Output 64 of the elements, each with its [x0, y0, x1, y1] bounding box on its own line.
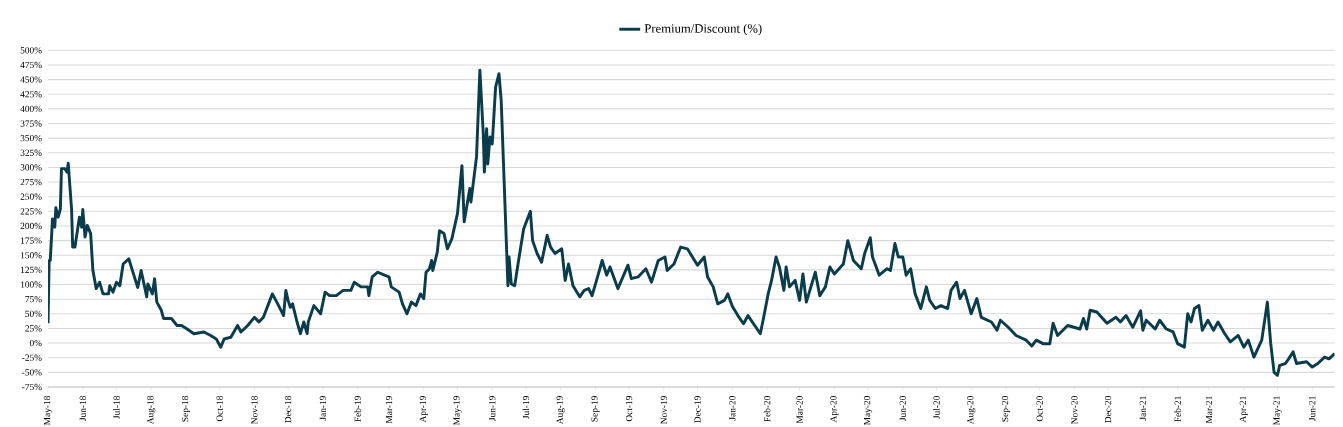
- x-tick-label: Dec-19: [694, 396, 701, 423]
- x-tick-label: Jun-20: [899, 396, 906, 421]
- x-tick-label: May-21: [1273, 396, 1282, 425]
- y-tick-label: 175%: [21, 237, 42, 244]
- x-tick-label: Jan-20: [729, 396, 736, 421]
- x-tick-label: Oct-20: [1036, 396, 1043, 422]
- y-tick-label: 450%: [20, 76, 42, 83]
- x-tick-label: Dec-18: [284, 396, 292, 423]
- x-tick-label: Aug-19: [556, 396, 565, 425]
- y-tick-label: 0%: [29, 339, 42, 347]
- x-tick-label: Oct-19: [625, 396, 633, 422]
- y-tick-label: 225%: [20, 208, 42, 215]
- x-tick-label: Oct-18: [216, 396, 223, 422]
- legend-label: Premium/Discount (%): [644, 23, 762, 36]
- y-tick-label: 200%: [20, 222, 42, 230]
- x-tick-label: Apr-19: [419, 396, 428, 423]
- y-tick-label: 100%: [21, 281, 42, 288]
- y-tick-label: 325%: [20, 149, 42, 156]
- x-tick-label: Mar-20: [796, 396, 803, 424]
- line-series: [48, 68, 1335, 377]
- x-tick-label: Feb-21: [1174, 396, 1181, 422]
- x-tick-label: Jan-19: [319, 396, 326, 421]
- y-tick-label: 375%: [20, 120, 42, 127]
- y-tick-label: 500%: [20, 47, 42, 54]
- x-tick-label: Apr-21: [1239, 396, 1248, 423]
- y-tick-label: 350%: [20, 134, 42, 142]
- x-tick-label: Jun-19: [489, 396, 496, 421]
- y-tick-label: 425%: [20, 91, 42, 98]
- y-tick-label: -25%: [22, 354, 42, 361]
- x-tick-label: Mar-19: [385, 396, 393, 424]
- x-tick-label: Feb-19: [354, 396, 361, 422]
- x-tick-label: Sep-19: [591, 396, 600, 422]
- y-tick-label: 250%: [20, 193, 42, 200]
- x-tick-label: Aug-20: [967, 396, 976, 425]
- y-tick-label: 275%: [20, 178, 42, 186]
- x-tick-label: Jul-19: [522, 396, 530, 419]
- x-tick-label: Sep-20: [1001, 396, 1011, 422]
- x-tick-label: Mar-21: [1205, 396, 1213, 424]
- x-tick-label: Jul-18: [113, 396, 120, 419]
- x-tick-label: May-18: [43, 396, 53, 425]
- x-tick-label: Sep-18: [181, 396, 191, 422]
- x-tick-label: Aug-18: [147, 396, 156, 425]
- y-tick-label: 75%: [25, 295, 42, 303]
- x-tick-label: Dec-20: [1104, 396, 1112, 423]
- x-tick-label: Nov-20: [1071, 396, 1078, 424]
- x-tick-label: May-20: [863, 396, 873, 425]
- y-tick-label: 25%: [25, 325, 42, 332]
- x-tick-label: Apr-20: [830, 396, 839, 423]
- x-tick-label: Jun-21: [1309, 396, 1316, 421]
- y-tick-label: -50%: [22, 369, 42, 376]
- y-tick-label: 475%: [20, 61, 42, 69]
- y-tick-label: 125%: [21, 266, 42, 274]
- x-tick-label: Jul-20: [933, 396, 940, 419]
- y-tick-label: 150%: [21, 252, 42, 259]
- x-tick-label: Feb-20: [763, 396, 771, 422]
- y-tick-label: 400%: [20, 105, 42, 113]
- x-tick-label: Jun-18: [79, 396, 86, 421]
- y-tick-label: 300%: [20, 164, 42, 171]
- y-tick-label: -75%: [22, 383, 42, 391]
- x-tick-label: Nov-18: [251, 396, 258, 424]
- y-tick-label: 50%: [25, 310, 42, 317]
- x-tick-label: Nov-19: [660, 396, 667, 424]
- x-tick-label: May-19: [453, 396, 462, 425]
- x-tick-label: Jan-21: [1139, 396, 1146, 421]
